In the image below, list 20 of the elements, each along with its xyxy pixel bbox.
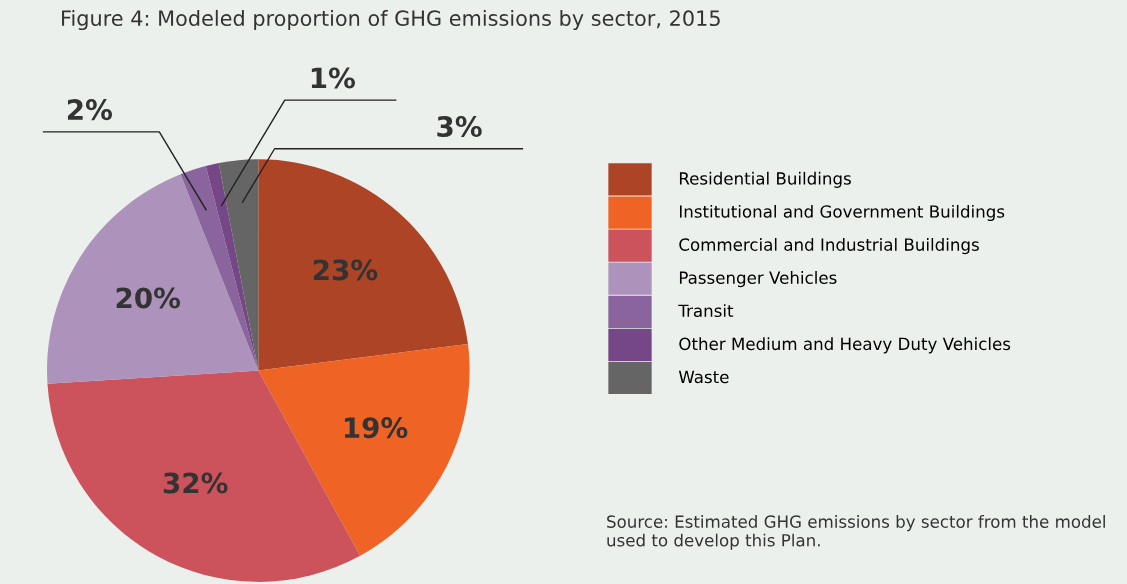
data-label: 20% xyxy=(116,287,181,309)
legend-label: Residential Buildings xyxy=(679,171,851,188)
source-note: Source: Estimated GHG emissions by sector from the model used to develop this Plan. xyxy=(607,515,1105,550)
legend-label: Institutional and Government Buildings xyxy=(679,204,1005,222)
legend-label: Other Medium and Heavy Duty Vehicles xyxy=(679,337,1011,354)
chart-title: Figure 4: Modeled proportion of GHG emissions by sector, 2015 xyxy=(62,9,720,31)
pie-slice xyxy=(258,344,470,556)
legend-label: Waste xyxy=(678,370,729,384)
pie-slice xyxy=(180,165,259,371)
legend-label: Passenger Vehicles xyxy=(679,271,837,288)
legend-label: Transit xyxy=(678,304,734,318)
data-label: 23% xyxy=(313,259,378,281)
data-label: 1% xyxy=(311,67,355,89)
data-label: 19% xyxy=(344,417,408,439)
data-label: 3% xyxy=(437,116,482,138)
pie-slice xyxy=(258,159,468,371)
data-label: 32% xyxy=(163,472,228,494)
data-label: 2% xyxy=(67,99,112,121)
pie-slice xyxy=(47,174,259,384)
legend-label: Commercial and Industrial Buildings xyxy=(679,238,979,255)
